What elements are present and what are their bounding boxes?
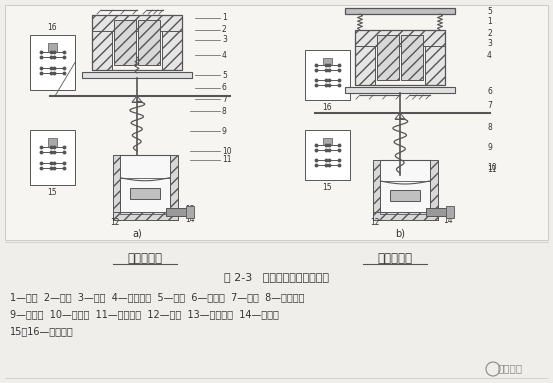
Text: 1: 1 <box>487 18 492 26</box>
Bar <box>345 87 455 93</box>
Bar <box>345 8 455 14</box>
Bar <box>401 35 423 80</box>
Text: 13: 13 <box>185 205 195 214</box>
Bar <box>170 155 178 220</box>
Text: 断电延时型: 断电延时型 <box>378 252 413 265</box>
Text: 1—线圈  2—鐵心  3—衰鐵  4—反力弹货  5—推板  6—活塞杆  7—杠杆  8—塔形弹货: 1—线圈 2—鐵心 3—衰鐵 4—反力弹货 5—推板 6—活塞杆 7—杠杆 8—… <box>10 292 305 302</box>
Bar <box>380 160 430 212</box>
Text: b): b) <box>395 228 405 238</box>
Bar <box>373 160 380 220</box>
Text: 3: 3 <box>487 39 492 49</box>
Bar <box>185 206 194 218</box>
Text: 14: 14 <box>443 216 452 225</box>
Text: 10: 10 <box>487 164 497 172</box>
Bar <box>305 50 350 100</box>
Text: 9—弱弹货  10—橡皮膜  11—空气室壁  12—活塞  13—调节螺杆  14—进气孔: 9—弱弹货 10—橡皮膜 11—空气室壁 12—活塞 13—调节螺杆 14—进气… <box>10 309 279 319</box>
Bar <box>380 181 430 214</box>
Bar <box>30 130 75 185</box>
Text: 10: 10 <box>222 147 232 155</box>
Bar <box>323 137 332 145</box>
Text: 11: 11 <box>222 155 232 165</box>
Text: 2: 2 <box>222 26 227 34</box>
Text: a): a) <box>132 228 142 238</box>
Text: 2: 2 <box>487 28 492 38</box>
Text: 电工之家: 电工之家 <box>498 363 523 373</box>
Text: 6: 6 <box>487 87 492 97</box>
Bar <box>92 15 182 70</box>
Text: 11: 11 <box>487 165 497 175</box>
Bar <box>425 208 447 216</box>
Bar <box>373 212 437 220</box>
Bar <box>165 208 187 216</box>
Text: 9: 9 <box>487 144 492 152</box>
Text: 7: 7 <box>487 100 492 110</box>
Text: 3: 3 <box>222 36 227 44</box>
Bar <box>121 155 170 212</box>
Text: 12: 12 <box>371 218 380 227</box>
Text: 6: 6 <box>222 83 227 93</box>
Bar <box>425 30 445 85</box>
Text: 13: 13 <box>443 208 452 217</box>
Bar <box>162 15 182 70</box>
Text: 12: 12 <box>110 218 120 227</box>
Text: 16: 16 <box>48 23 58 32</box>
Bar <box>92 15 182 31</box>
Bar <box>323 57 332 65</box>
Bar <box>138 20 160 65</box>
Bar <box>92 15 112 70</box>
Bar <box>112 212 178 220</box>
Bar <box>5 5 548 240</box>
Bar <box>355 30 445 46</box>
Text: 8: 8 <box>222 106 227 116</box>
Text: 8: 8 <box>487 123 492 133</box>
Bar <box>48 138 57 147</box>
Bar <box>355 30 445 85</box>
Text: 15、16—微动开关: 15、16—微动开关 <box>10 326 74 336</box>
Bar <box>121 178 170 213</box>
Text: 15: 15 <box>323 183 332 192</box>
Text: 4: 4 <box>487 51 492 59</box>
Bar <box>48 43 57 51</box>
Bar <box>112 155 121 220</box>
Text: 9: 9 <box>222 126 227 136</box>
Text: 4: 4 <box>222 51 227 59</box>
Bar <box>390 190 420 201</box>
Bar <box>355 30 375 85</box>
Text: 14: 14 <box>185 215 195 224</box>
Text: 15: 15 <box>48 188 58 197</box>
Text: 图 2-3   空气阻尼式时间继电器: 图 2-3 空气阻尼式时间继电器 <box>223 272 328 282</box>
Bar <box>114 20 136 65</box>
Bar <box>430 160 437 220</box>
Bar <box>446 206 453 218</box>
Text: 7: 7 <box>222 95 227 103</box>
Text: 5: 5 <box>222 70 227 80</box>
Bar <box>30 35 75 90</box>
Text: 1: 1 <box>222 13 227 23</box>
Bar <box>377 35 399 80</box>
Text: 16: 16 <box>323 103 332 112</box>
Text: 通电延时型: 通电延时型 <box>128 252 163 265</box>
Bar <box>130 188 160 199</box>
Bar <box>305 130 350 180</box>
Bar <box>82 72 192 78</box>
Text: 5: 5 <box>487 8 492 16</box>
